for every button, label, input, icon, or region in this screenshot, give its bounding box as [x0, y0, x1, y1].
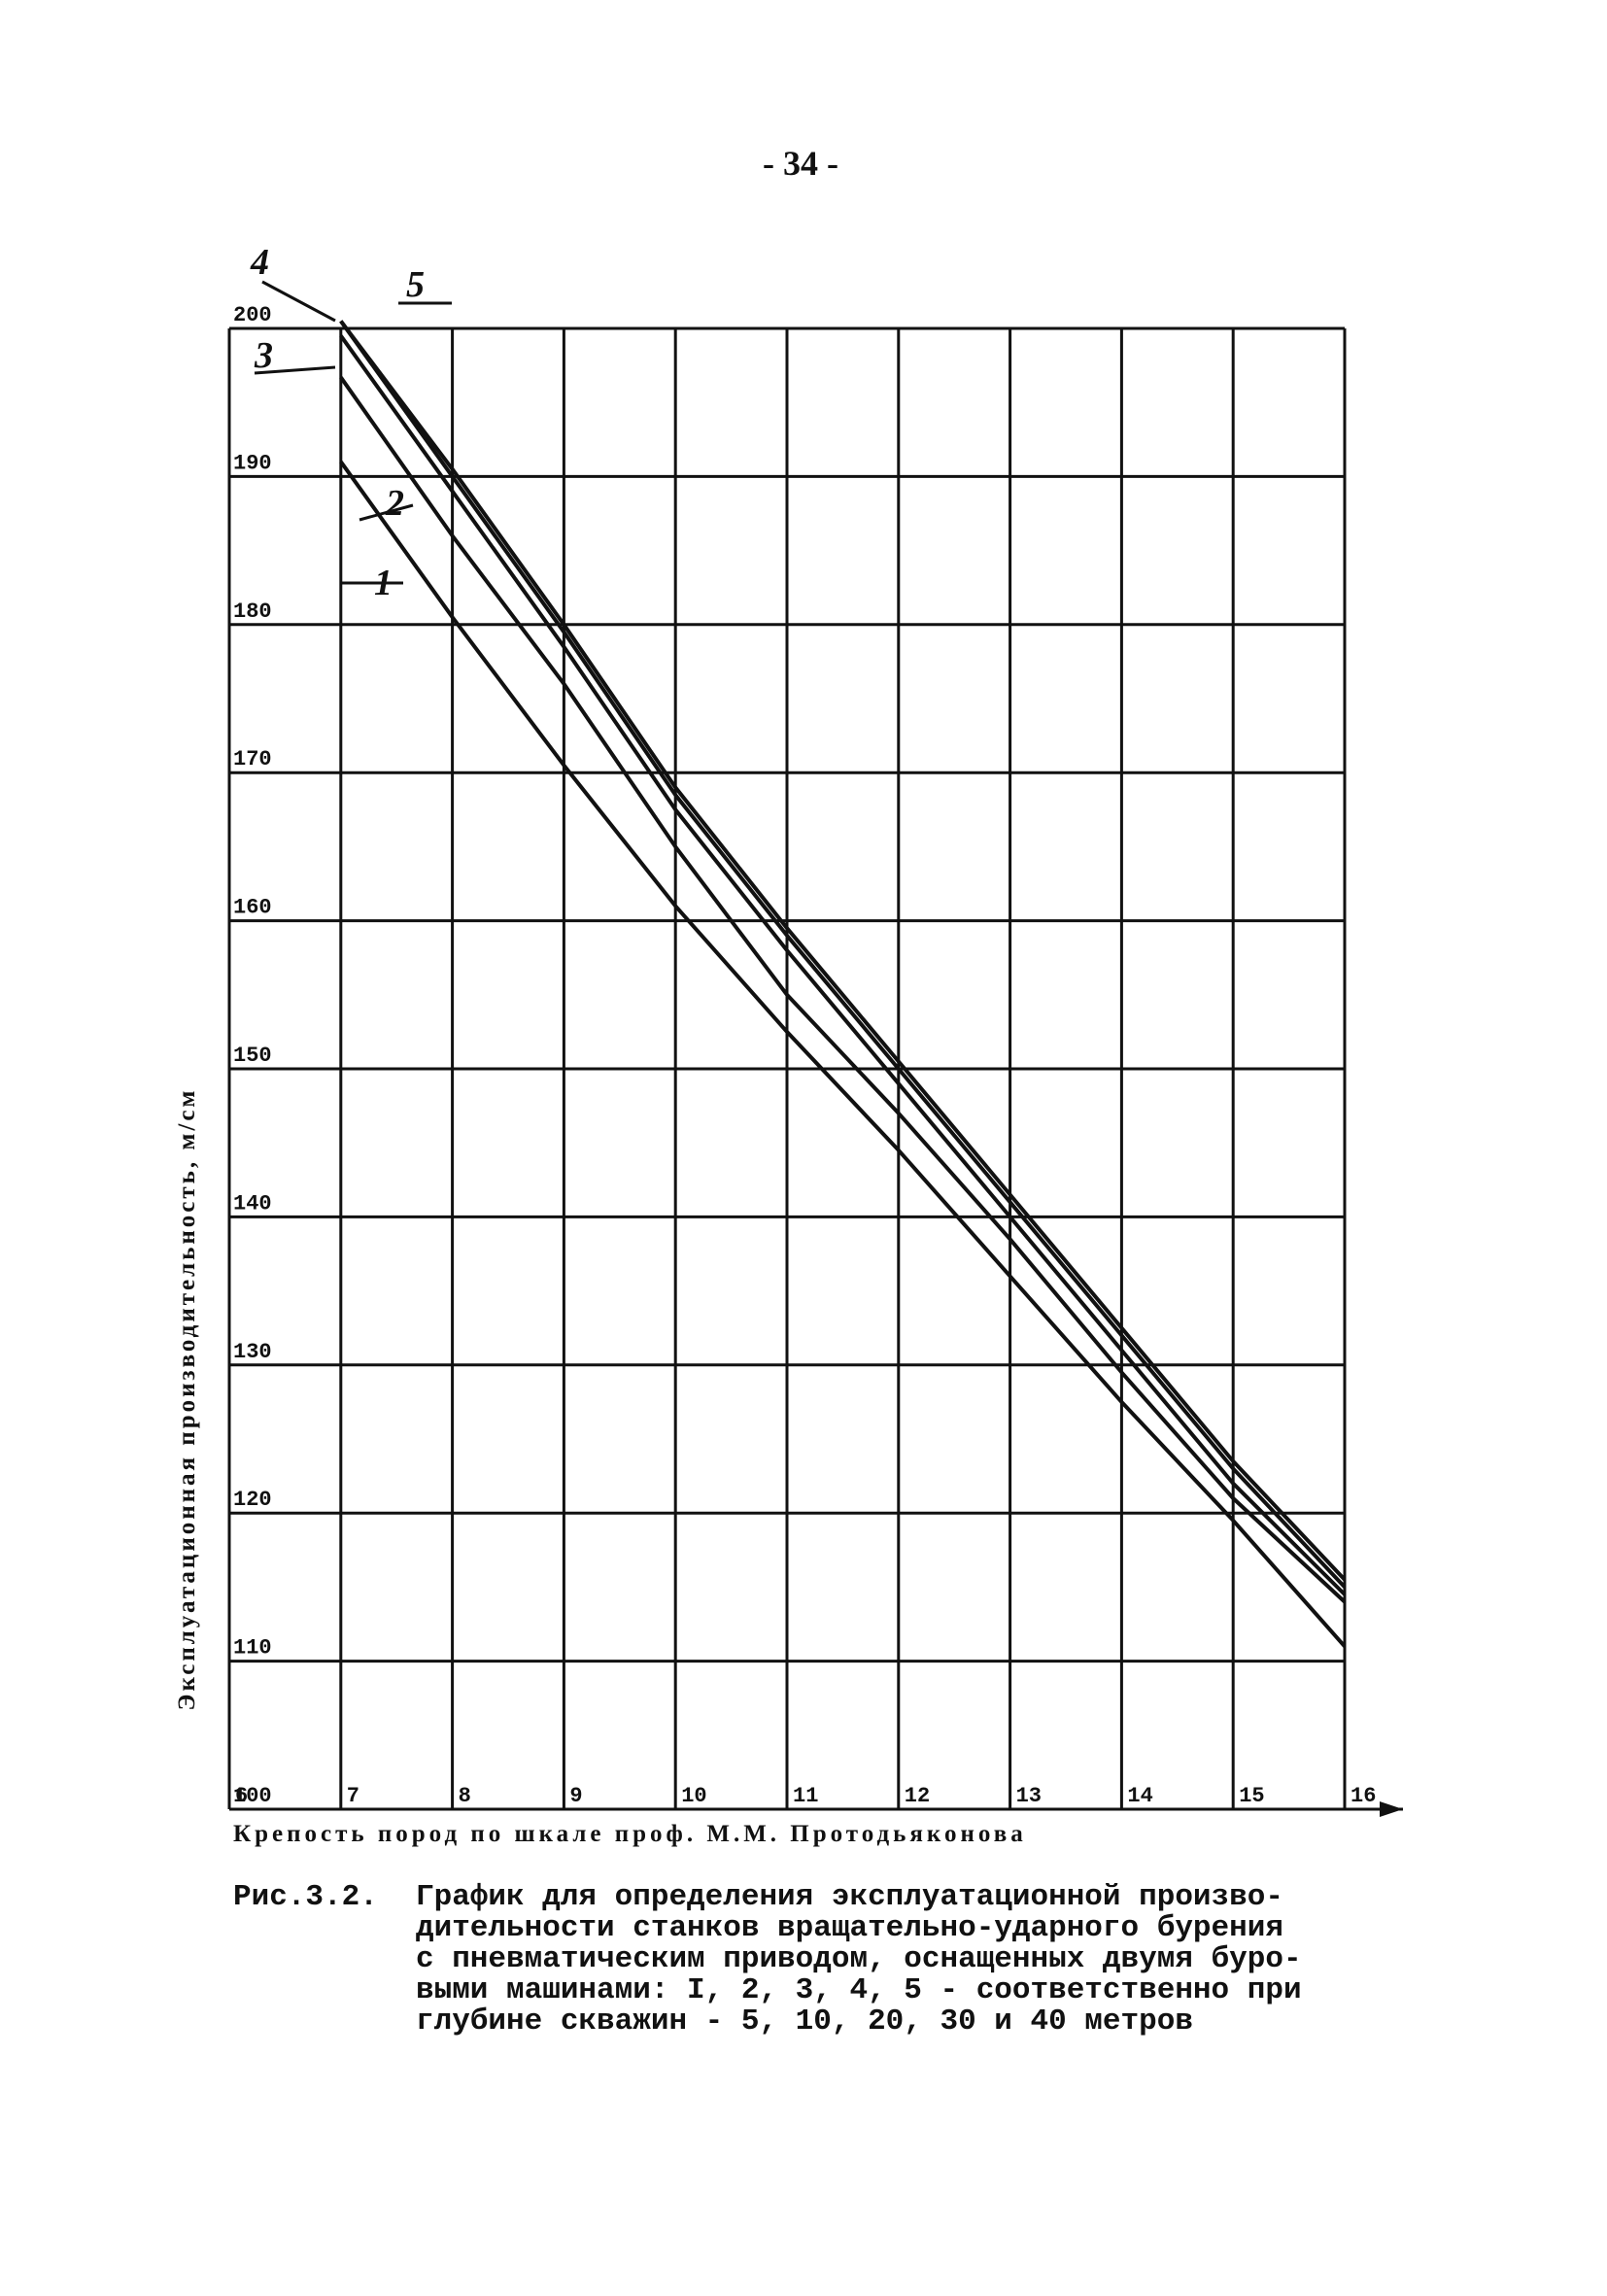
- caption-line: глубине скважин - 5, 10, 20, 30 и 40 мет…: [416, 2005, 1193, 2039]
- caption-line: дительности станков вращательно-ударного…: [416, 1911, 1283, 1945]
- y-tick-label: 170: [233, 747, 272, 771]
- label-leader: [254, 365, 336, 375]
- x-tick-label: 16: [1351, 1784, 1376, 1808]
- curve-label: 2: [385, 483, 404, 524]
- y-tick-label: 190: [233, 451, 272, 475]
- y-tick-label: 160: [233, 896, 272, 920]
- caption-label: Рис.3.2.: [233, 1880, 378, 1914]
- series-line: [339, 334, 1347, 1596]
- x-axis-label: Крепость пород по шкале проф. М.М. Прото…: [233, 1821, 1027, 1847]
- x-tick-label: 11: [793, 1784, 818, 1808]
- x-tick-label: 8: [459, 1784, 471, 1808]
- x-tick-label: 10: [681, 1784, 706, 1808]
- x-tick-label: 13: [1016, 1784, 1042, 1808]
- y-tick-label: 100: [233, 1784, 272, 1808]
- series-line: [339, 461, 1347, 1648]
- y-tick-label: 200: [233, 303, 272, 327]
- series-line: [339, 320, 1347, 1589]
- label-leader: [261, 280, 336, 323]
- caption-line: График для определения эксплуатационной …: [416, 1880, 1283, 1914]
- y-tick-label: 120: [233, 1488, 272, 1512]
- curve-label: 1: [374, 563, 393, 603]
- x-tick-label: 15: [1239, 1784, 1264, 1808]
- x-tick-label: 12: [905, 1784, 930, 1808]
- series-line: [339, 376, 1347, 1604]
- x-tick-label: 7: [347, 1784, 359, 1808]
- series-line: [339, 320, 1347, 1582]
- y-tick-label: 110: [233, 1636, 272, 1661]
- axis-arrow: [1380, 1801, 1403, 1817]
- caption-line: выми машинами: I, 2, 3, 4, 5 - соответст…: [416, 1973, 1302, 2007]
- y-tick-label: 180: [233, 600, 272, 624]
- curve-label: 5: [406, 264, 425, 305]
- page-number: - 34 -: [763, 144, 838, 183]
- label-leader: [359, 503, 414, 522]
- caption-line: с пневматическим приводом, оснащенных дв…: [416, 1942, 1302, 1976]
- y-tick-label: 140: [233, 1191, 272, 1216]
- y-tick-label: 150: [233, 1044, 272, 1068]
- x-tick-label: 6: [235, 1784, 248, 1808]
- y-tick-label: 130: [233, 1340, 272, 1364]
- curve-label: 4: [250, 242, 269, 283]
- x-tick-label: 14: [1127, 1784, 1152, 1808]
- curve-label: 3: [254, 335, 273, 376]
- x-tick-label: 9: [569, 1784, 582, 1808]
- y-axis-label: Эксплуатационная производительность, м/с…: [174, 1088, 200, 1711]
